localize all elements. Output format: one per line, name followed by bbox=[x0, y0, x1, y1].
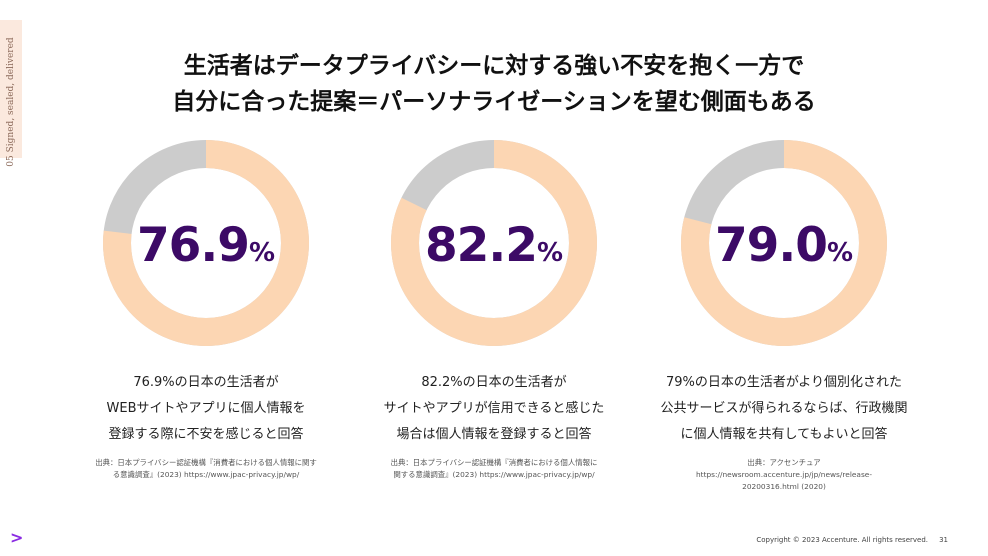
description-line: 82.2%の日本の生活者が bbox=[421, 375, 567, 390]
donut-chart-3: 79.0% bbox=[681, 140, 887, 346]
stat-column-2: 82.2% 82.2%の日本の生活者が サイトやアプリが信用できると感じた 場合… bbox=[344, 140, 644, 481]
donut-svg-1 bbox=[103, 140, 309, 346]
percent-label-3: 79.0% bbox=[681, 218, 887, 273]
description-line: 79%の日本の生活者がより個別化された bbox=[666, 375, 902, 390]
donut-fill-arc bbox=[103, 140, 309, 346]
donut-chart-2: 82.2% bbox=[391, 140, 597, 346]
donut-chart-1: 76.9% bbox=[103, 140, 309, 346]
percent-value: 79.0 bbox=[714, 218, 828, 273]
source-line: 関する意識調査』(2023) https://www.jpac-privacy.… bbox=[393, 470, 595, 479]
description-line: 76.9%の日本の生活者が bbox=[133, 375, 279, 390]
percent-unit: % bbox=[826, 238, 854, 268]
source-line: https://newsroom.accenture.jp/jp/news/re… bbox=[695, 470, 873, 479]
section-side-tab: 05 Signed, sealed, delivered bbox=[0, 20, 22, 167]
stat-description-3: 79%の日本の生活者がより個別化された 公共サービスが得られるならば、行政機関 … bbox=[634, 370, 934, 448]
percent-unit: % bbox=[536, 238, 564, 268]
stat-column-3: 79.0% 79%の日本の生活者がより個別化された 公共サービスが得られるならば… bbox=[634, 140, 934, 493]
donut-fill-arc bbox=[681, 140, 887, 346]
chevron-right-icon: > bbox=[10, 528, 24, 547]
source-line: る意識調査』(2023) https://www.jpac-privacy.jp… bbox=[112, 470, 300, 479]
donut-fill-arc bbox=[391, 140, 597, 346]
source-note-3: 出典：アクセンチュア https://newsroom.accenture.jp… bbox=[634, 457, 934, 493]
description-line: 公共サービスが得られるならば、行政機関 bbox=[660, 401, 908, 416]
stat-column-1: 76.9% 76.9%の日本の生活者が WEBサイトやアプリに個人情報を 登録す… bbox=[56, 140, 356, 481]
page-number: 31 bbox=[939, 536, 948, 544]
description-line: に個人情報を共有してもよいと回答 bbox=[680, 427, 888, 442]
description-line: WEBサイトやアプリに個人情報を bbox=[106, 401, 306, 416]
source-line: 20200316.html (2020) bbox=[742, 482, 826, 491]
donut-svg-3 bbox=[681, 140, 887, 346]
percent-label-2: 82.2% bbox=[391, 218, 597, 273]
source-note-2: 出典：日本プライバシー認証機構『消費者における個人情報に 関する意識調査』(20… bbox=[344, 457, 644, 481]
copyright-text: Copyright © 2023 Accenture. All rights r… bbox=[756, 536, 928, 544]
source-line: 出典：日本プライバシー認証機構『消費者における個人情報に bbox=[390, 458, 598, 467]
title-line-1: 生活者はデータプライバシーに対する強い不安を抱く一方で bbox=[183, 53, 805, 79]
source-note-1: 出典：日本プライバシー認証機構『消費者における個人情報に関す る意識調査』(20… bbox=[56, 457, 356, 481]
stat-description-2: 82.2%の日本の生活者が サイトやアプリが信用できると感じた 場合は個人情報を… bbox=[344, 370, 644, 448]
description-line: 場合は個人情報を登録すると回答 bbox=[396, 427, 592, 442]
title-line-2: 自分に合った提案＝パーソナライゼーションを望む側面もある bbox=[172, 89, 816, 115]
percent-label-1: 76.9% bbox=[103, 218, 309, 273]
percent-value: 76.9 bbox=[136, 218, 250, 273]
description-line: サイトやアプリが信用できると感じた bbox=[383, 401, 605, 416]
source-line: 出典：アクセンチュア bbox=[747, 458, 821, 467]
source-line: 出典：日本プライバシー認証機構『消費者における個人情報に関す bbox=[95, 458, 317, 467]
donut-svg-2 bbox=[391, 140, 597, 346]
percent-unit: % bbox=[248, 238, 276, 268]
stat-description-1: 76.9%の日本の生活者が WEBサイトやアプリに個人情報を 登録する際に不安を… bbox=[56, 370, 356, 448]
description-line: 登録する際に不安を感じると回答 bbox=[108, 427, 304, 442]
percent-value: 82.2 bbox=[424, 218, 538, 273]
slide-title: 生活者はデータプライバシーに対する強い不安を抱く一方で 自分に合った提案＝パーソ… bbox=[0, 48, 988, 120]
